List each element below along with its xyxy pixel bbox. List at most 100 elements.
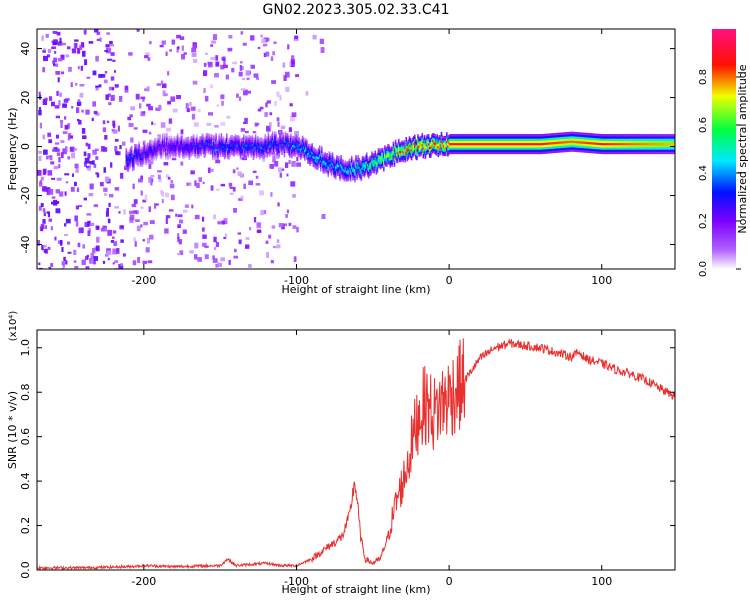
ridge-cell (159, 149, 162, 153)
ridge-cell (440, 131, 443, 135)
ridge-cell (469, 145, 472, 148)
ridge-cell (449, 151, 451, 155)
ridge-cell (478, 134, 480, 137)
ridge-cell (309, 146, 311, 149)
ridge-cell (300, 138, 303, 142)
ridge-cell (158, 145, 161, 149)
ridge-cell (292, 153, 294, 157)
ridge-cell (230, 144, 232, 147)
ridge-cell (278, 152, 280, 156)
ridge-cell (424, 140, 427, 144)
ridge-cell (142, 155, 145, 159)
ridge-cell (520, 140, 523, 144)
ridge-cell (181, 149, 183, 152)
ridge-cell (402, 155, 404, 158)
ridge-cell (536, 140, 539, 144)
ridge-cell (303, 151, 306, 155)
ridge-cell (283, 137, 286, 140)
ridge-cell (529, 140, 531, 144)
ridge-cell (389, 163, 392, 166)
ridge-cell (514, 136, 517, 139)
ridge-cell (439, 150, 442, 154)
ridge-cell (532, 145, 535, 148)
ridge-cell (400, 146, 402, 149)
ridge-cell (349, 163, 352, 167)
ridge-cell (405, 143, 408, 147)
ridge-cell (562, 141, 565, 144)
ridge-cell (588, 148, 590, 151)
ridge-cell (493, 138, 495, 141)
ridge-cell (135, 146, 137, 149)
ridge-cell (140, 164, 143, 167)
ridge-cell (142, 144, 145, 148)
noise-cell (76, 101, 82, 106)
noise-cell (42, 208, 46, 213)
ridge-cell (624, 140, 627, 144)
ridge-cell (451, 151, 453, 155)
ridge-cell (204, 145, 207, 149)
ridge-cell (274, 133, 276, 137)
noise-cell (144, 88, 149, 92)
noise-cell (260, 209, 265, 216)
ridge-cell (169, 152, 171, 155)
ridge-cell (331, 165, 334, 168)
noise-cell (179, 250, 184, 256)
ridge-cell (556, 146, 558, 149)
ridge-cell (308, 152, 310, 156)
ridge-cell (618, 134, 620, 137)
ridge-cell (291, 144, 293, 148)
ridge-cell (448, 148, 450, 151)
ridge-cell (377, 163, 380, 167)
ridge-cell (278, 137, 280, 140)
ridge-cell (200, 140, 202, 144)
ridge-cell (459, 151, 462, 155)
ridge-cell (493, 140, 495, 144)
ridge-cell (559, 132, 561, 135)
ridge-cell (552, 137, 555, 140)
ridge-cell (512, 142, 514, 146)
ridge-cell (467, 136, 470, 139)
noise-cell (263, 52, 267, 58)
ridge-cell (526, 140, 528, 144)
ridge-cell (244, 147, 246, 151)
ridge-cell (212, 152, 214, 156)
ridge-cell (157, 149, 160, 152)
ridge-cell (410, 147, 413, 150)
ridge-cell (279, 139, 281, 142)
noise-cell (169, 183, 175, 189)
noise-cell (124, 85, 129, 92)
ridge-cell (145, 144, 148, 148)
ridge-cell (192, 142, 195, 146)
ridge-cell (391, 151, 394, 154)
noise-cell (149, 234, 154, 240)
ridge-cell (263, 150, 265, 153)
ridge-cell (318, 149, 321, 153)
ridge-cell (624, 147, 627, 150)
ridge-cell (433, 144, 435, 147)
ridge-cell (378, 152, 381, 156)
ridge-cell (603, 140, 605, 144)
ridge-cell (444, 151, 447, 154)
ridge-cell (200, 149, 202, 152)
ridge-cell (487, 147, 490, 150)
noise-cell (101, 73, 106, 78)
ridge-cell (220, 133, 223, 136)
ridge-cell (455, 134, 458, 137)
ridge-cell (211, 147, 213, 150)
noise-cell (136, 225, 141, 232)
ridge-cell (284, 149, 287, 152)
ridge-cell (424, 156, 427, 159)
ridge-cell (412, 138, 415, 141)
ridge-cell (267, 138, 270, 141)
ridge-cell (592, 142, 595, 145)
ridge-cell (527, 138, 529, 141)
noise-cell (81, 259, 86, 266)
ridge-cell (371, 153, 373, 157)
ridge-cell (468, 134, 471, 137)
ridge-cell (620, 147, 622, 150)
ridge-cell (417, 147, 419, 150)
ridge-cell (141, 155, 144, 159)
ridge-cell (584, 137, 587, 140)
ridge-cell (548, 151, 551, 154)
ridge-cell (280, 147, 283, 151)
